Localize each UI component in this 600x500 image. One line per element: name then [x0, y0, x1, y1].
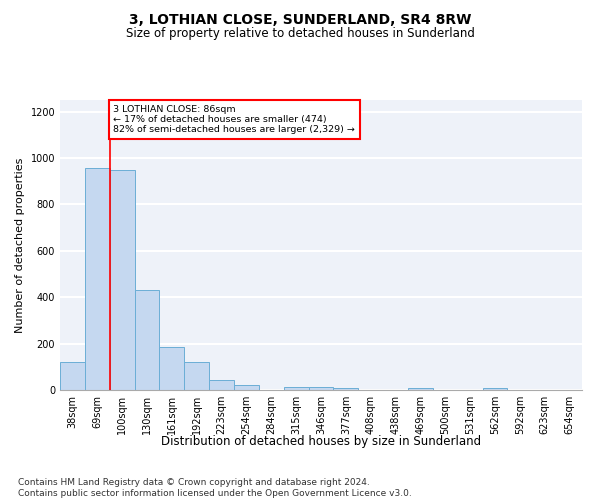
Text: 3 LOTHIAN CLOSE: 86sqm
← 17% of detached houses are smaller (474)
82% of semi-de: 3 LOTHIAN CLOSE: 86sqm ← 17% of detached… [113, 104, 355, 134]
Bar [60, 362, 85, 390]
Bar [184, 362, 209, 390]
Bar [85, 168, 110, 390]
Bar [110, 170, 134, 390]
Bar [482, 388, 508, 390]
Bar [284, 386, 308, 390]
Bar [234, 385, 259, 390]
Text: Size of property relative to detached houses in Sunderland: Size of property relative to detached ho… [125, 28, 475, 40]
Y-axis label: Number of detached properties: Number of detached properties [15, 158, 25, 332]
Bar [209, 380, 234, 390]
Bar [308, 386, 334, 390]
Bar [160, 347, 184, 390]
Bar [334, 388, 358, 390]
Text: 3, LOTHIAN CLOSE, SUNDERLAND, SR4 8RW: 3, LOTHIAN CLOSE, SUNDERLAND, SR4 8RW [129, 12, 471, 26]
Text: Distribution of detached houses by size in Sunderland: Distribution of detached houses by size … [161, 435, 481, 448]
Bar [134, 290, 160, 390]
Text: Contains HM Land Registry data © Crown copyright and database right 2024.
Contai: Contains HM Land Registry data © Crown c… [18, 478, 412, 498]
Bar [408, 388, 433, 390]
